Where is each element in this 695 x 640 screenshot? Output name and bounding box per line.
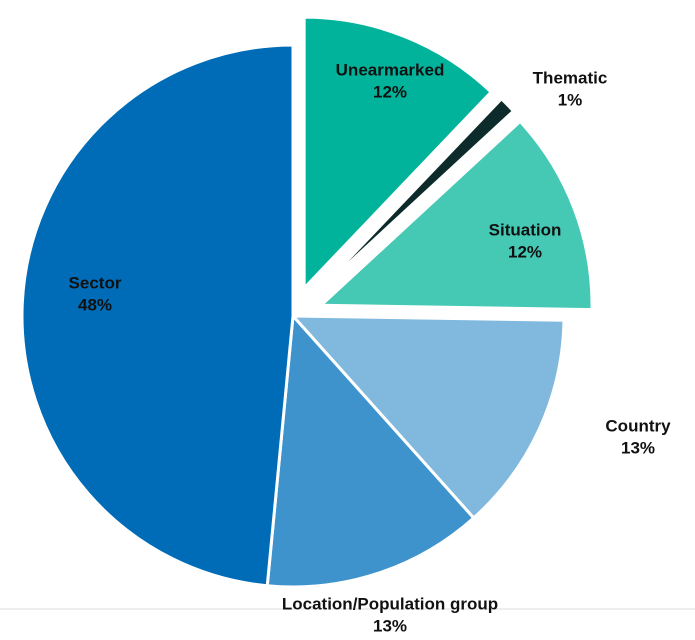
slice-value-label: 1%	[558, 90, 583, 109]
slice-value-label: 13%	[621, 438, 655, 457]
slice-value-label: 48%	[78, 295, 112, 314]
pie-slice	[317, 119, 594, 312]
pie-slice	[313, 96, 516, 297]
slice-label: Location/Population group	[282, 594, 498, 613]
slice-label: Sector	[69, 273, 122, 292]
pie-slice	[20, 43, 295, 588]
slice-value-label: 12%	[508, 242, 542, 261]
pie-slice	[265, 312, 476, 589]
pie-slice	[289, 314, 566, 521]
slice-label: Country	[605, 416, 671, 435]
pie-slice	[302, 15, 494, 292]
slice-label: Unearmarked	[336, 60, 445, 79]
slice-value-label: 13%	[373, 616, 407, 635]
slice-value-label: 12%	[373, 82, 407, 101]
slice-label: Thematic	[533, 68, 608, 87]
slice-label: Situation	[489, 220, 562, 239]
